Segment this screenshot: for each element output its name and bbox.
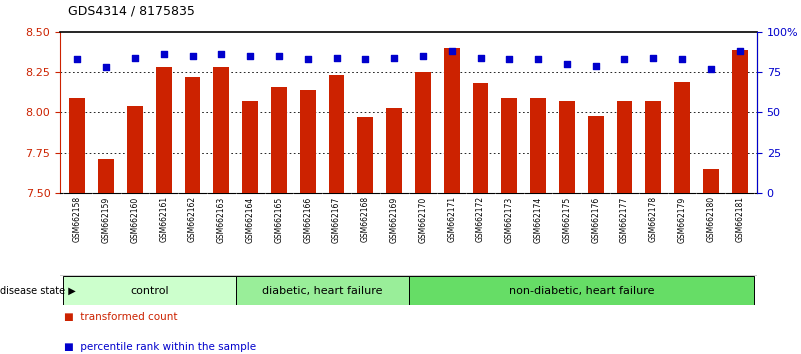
Bar bbox=[646, 101, 661, 193]
Bar bbox=[235, 276, 409, 305]
Text: GSM662164: GSM662164 bbox=[246, 196, 255, 242]
Text: GSM662178: GSM662178 bbox=[649, 196, 658, 242]
Text: GSM662158: GSM662158 bbox=[73, 196, 82, 242]
Bar bbox=[156, 67, 171, 193]
Bar bbox=[63, 276, 235, 305]
Bar bbox=[213, 67, 229, 193]
Text: GSM662172: GSM662172 bbox=[476, 196, 485, 242]
Text: GSM662169: GSM662169 bbox=[389, 196, 399, 242]
Point bbox=[272, 53, 285, 59]
Bar bbox=[674, 82, 690, 193]
Text: GSM662159: GSM662159 bbox=[102, 196, 111, 242]
Text: GSM662165: GSM662165 bbox=[275, 196, 284, 242]
Bar bbox=[328, 75, 344, 193]
Text: GSM662175: GSM662175 bbox=[562, 196, 571, 242]
Bar bbox=[444, 48, 460, 193]
Text: ■  percentile rank within the sample: ■ percentile rank within the sample bbox=[64, 342, 256, 352]
Point bbox=[388, 55, 400, 61]
Text: ■  transformed count: ■ transformed count bbox=[64, 312, 178, 322]
Point bbox=[301, 56, 314, 62]
Bar bbox=[184, 77, 200, 193]
Bar bbox=[530, 98, 546, 193]
Bar bbox=[409, 276, 754, 305]
Bar bbox=[300, 90, 316, 193]
Text: GSM662170: GSM662170 bbox=[418, 196, 428, 242]
Text: GSM662163: GSM662163 bbox=[217, 196, 226, 242]
Bar bbox=[99, 159, 114, 193]
Point bbox=[186, 53, 199, 59]
Point bbox=[359, 56, 372, 62]
Point bbox=[503, 56, 516, 62]
Point bbox=[157, 52, 170, 57]
Text: GSM662179: GSM662179 bbox=[678, 196, 686, 242]
Text: GSM662168: GSM662168 bbox=[360, 196, 370, 242]
Bar bbox=[357, 117, 373, 193]
Text: GSM662171: GSM662171 bbox=[447, 196, 457, 242]
Point bbox=[647, 55, 660, 61]
Point bbox=[128, 55, 141, 61]
Point bbox=[330, 55, 343, 61]
Point bbox=[704, 66, 717, 72]
Point bbox=[733, 48, 746, 54]
Bar bbox=[732, 50, 747, 193]
Bar bbox=[242, 101, 258, 193]
Bar bbox=[617, 101, 633, 193]
Point bbox=[71, 56, 84, 62]
Bar bbox=[588, 116, 604, 193]
Point bbox=[590, 63, 602, 69]
Text: GSM662177: GSM662177 bbox=[620, 196, 629, 242]
Bar bbox=[271, 87, 287, 193]
Point bbox=[618, 56, 631, 62]
Text: diabetic, heart failure: diabetic, heart failure bbox=[262, 286, 382, 296]
Point bbox=[532, 56, 545, 62]
Point bbox=[417, 53, 429, 59]
Text: GSM662173: GSM662173 bbox=[505, 196, 513, 242]
Bar bbox=[703, 169, 718, 193]
Text: GSM662167: GSM662167 bbox=[332, 196, 341, 242]
Text: GSM662174: GSM662174 bbox=[533, 196, 542, 242]
Bar bbox=[415, 72, 431, 193]
Text: non-diabetic, heart failure: non-diabetic, heart failure bbox=[509, 286, 654, 296]
Text: GSM662162: GSM662162 bbox=[188, 196, 197, 242]
Bar bbox=[501, 98, 517, 193]
Point bbox=[244, 53, 256, 59]
Text: disease state ▶: disease state ▶ bbox=[0, 286, 76, 296]
Text: GSM662166: GSM662166 bbox=[304, 196, 312, 242]
Text: GSM662180: GSM662180 bbox=[706, 196, 715, 242]
Point bbox=[445, 48, 458, 54]
Point bbox=[100, 64, 113, 70]
Bar bbox=[386, 108, 402, 193]
Point bbox=[474, 55, 487, 61]
Text: control: control bbox=[130, 286, 169, 296]
Point bbox=[561, 61, 574, 67]
Text: GSM662160: GSM662160 bbox=[131, 196, 139, 242]
Bar bbox=[559, 101, 575, 193]
Bar bbox=[70, 98, 85, 193]
Bar bbox=[127, 106, 143, 193]
Bar bbox=[473, 84, 489, 193]
Point bbox=[215, 52, 227, 57]
Text: GDS4314 / 8175835: GDS4314 / 8175835 bbox=[68, 5, 195, 18]
Text: GSM662161: GSM662161 bbox=[159, 196, 168, 242]
Text: GSM662181: GSM662181 bbox=[735, 196, 744, 242]
Point bbox=[676, 56, 689, 62]
Text: GSM662176: GSM662176 bbox=[591, 196, 600, 242]
